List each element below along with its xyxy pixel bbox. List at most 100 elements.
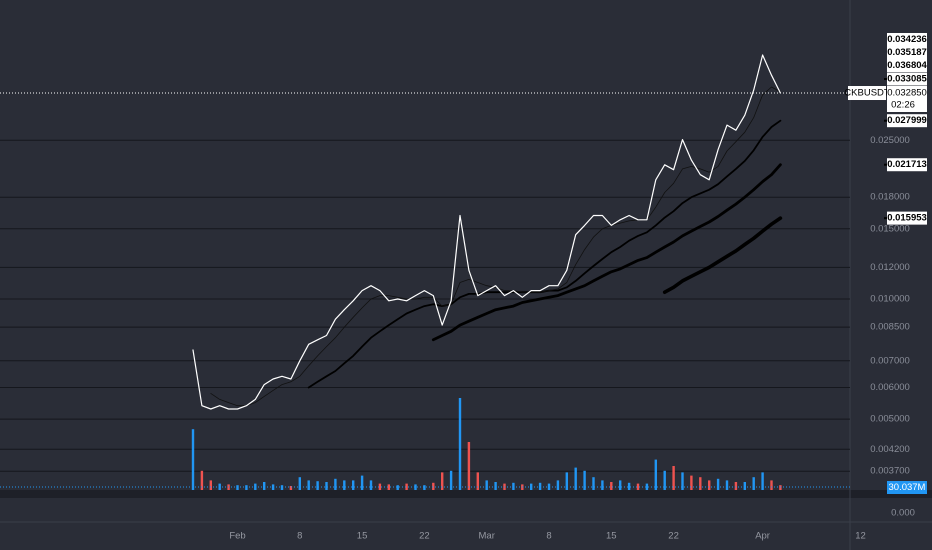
ma-line (662, 216, 783, 295)
volume-bar (245, 485, 248, 490)
volume-bar (191, 429, 195, 490)
volume-bar (716, 478, 720, 490)
volume-bar (601, 480, 604, 490)
volume-bar (396, 485, 399, 490)
volume-bar (619, 480, 622, 490)
volume-bar (449, 470, 453, 490)
ma-label-box (887, 114, 927, 128)
y-tick-label: 0.012000 (870, 262, 910, 273)
volume-bar (352, 480, 355, 490)
volume-bar (316, 481, 319, 490)
y-tick-label: 0.003700 (870, 466, 910, 477)
x-tick-label: 15 (357, 531, 368, 542)
ma-line (431, 163, 782, 342)
countdown-label: 02:26 (891, 100, 915, 111)
volume-bar (405, 483, 408, 490)
volume-bar (441, 472, 444, 490)
volume-bar (752, 477, 755, 490)
indicator-label-box (887, 46, 927, 60)
ma-label-marker (884, 217, 887, 220)
indicator-label: 0.036804 (887, 60, 927, 71)
volume-bar (725, 480, 729, 490)
y-tick-label: 0.015000 (870, 223, 910, 234)
y-tick-label: 0.010000 (870, 294, 910, 305)
symbol-label: CKBUSDT (844, 88, 890, 99)
x-tick-label: 22 (419, 531, 430, 542)
volume-label-box (887, 481, 927, 494)
volume-bar (565, 472, 568, 490)
x-tick-label: Apr (755, 531, 770, 542)
volume-bar (770, 480, 773, 490)
pane-separator (0, 490, 932, 498)
volume-bar (289, 486, 293, 490)
volume-bar (779, 485, 782, 490)
volume-bar (699, 477, 702, 490)
y-tick-label: 0.008500 (870, 322, 910, 333)
volume-bar (458, 398, 462, 490)
ma-label-marker (884, 78, 887, 81)
indicator-label-box (887, 33, 927, 47)
volume-bar (343, 480, 346, 490)
symbol-box (848, 86, 886, 101)
volume-bar (378, 483, 382, 490)
volume-bar (583, 470, 586, 490)
y-tick-label: 0.018000 (870, 192, 910, 203)
ma-label: 0.015953 (887, 213, 927, 224)
volume-bar (734, 482, 738, 490)
volume-bar (298, 477, 301, 490)
y-tick-label: 0.006000 (870, 382, 910, 393)
x-tick-label: Feb (229, 531, 245, 542)
volume-bar (263, 482, 266, 490)
ma-label: 0.027999 (887, 115, 927, 126)
volume-bar (280, 485, 284, 490)
volume-bar (369, 480, 373, 490)
volume-bar (512, 482, 515, 490)
volume-bar (654, 459, 657, 490)
volume-bar (414, 484, 417, 490)
volume-bar (663, 470, 666, 490)
ma-label-box (887, 158, 927, 172)
x-tick-label: 22 (668, 531, 679, 542)
ma-label-box (887, 211, 927, 225)
volume-bar (636, 483, 640, 490)
volume-bar (334, 478, 337, 490)
x-tick-label: Mar (479, 531, 495, 542)
volume-bar (494, 482, 497, 490)
x-tick-label: 12 (855, 531, 866, 542)
volume-bar (690, 475, 693, 490)
volume-bar (200, 470, 204, 490)
volume-bar (574, 467, 577, 490)
volume-bar (476, 472, 479, 490)
volume-bar (423, 485, 426, 490)
volume-bar (708, 480, 711, 490)
ma-label-marker (884, 119, 887, 122)
volume-bar (485, 480, 488, 490)
ma-label: 0.033085 (887, 74, 927, 85)
volume-bar (467, 442, 471, 490)
volume-bar (761, 472, 764, 490)
volume-bar (592, 477, 595, 490)
x-tick-label: 8 (546, 531, 551, 542)
volume-bar (627, 482, 631, 490)
volume-bar (387, 484, 390, 490)
volume-bar (645, 483, 649, 490)
y-tick-label: 0.007000 (870, 355, 910, 366)
x-tick-label: 8 (297, 531, 302, 542)
price-line (192, 54, 782, 410)
indicator-label: 0.034236 (887, 34, 927, 45)
volume-bar (556, 480, 560, 490)
indicator-label: 0.035187 (887, 47, 927, 58)
volume-bar (743, 482, 746, 490)
volume-bar (209, 480, 212, 490)
volume-label: 30.037M (889, 482, 926, 493)
volume-bar (432, 482, 435, 490)
volume-bar (325, 482, 328, 490)
price-label: 0.032850 (887, 88, 927, 99)
ma-label-marker (884, 163, 887, 166)
ma-label: 0.021713 (887, 159, 927, 170)
volume-bar (307, 480, 310, 490)
indicator-label-box (887, 59, 927, 73)
volume-axis-label: 0.000 (891, 508, 915, 519)
volume-bar (538, 482, 542, 490)
